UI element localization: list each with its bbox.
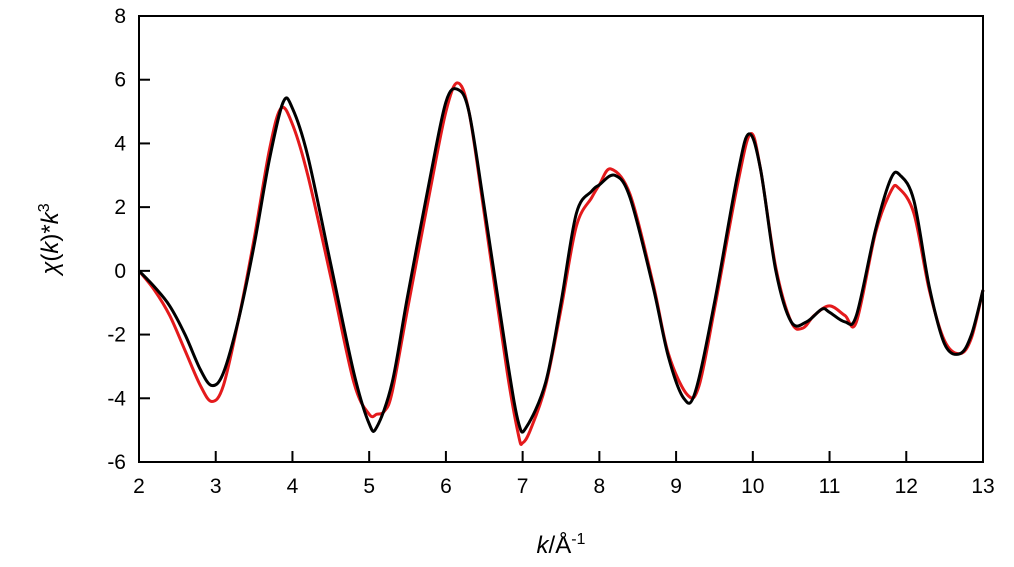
x-tick-label: 11 <box>819 475 841 498</box>
x-tick-label: 2 <box>133 475 145 498</box>
x-tick-label: 8 <box>594 475 606 498</box>
y-tick-label: -4 <box>107 387 126 410</box>
x-tick-label: 12 <box>895 475 918 498</box>
x-tick-label: 5 <box>363 475 375 498</box>
y-tick-label: 8 <box>114 5 126 28</box>
series-line-1 <box>137 81 985 446</box>
x-tick-label: 7 <box>517 475 529 498</box>
y-axis-title: χ(k)*k3 <box>36 203 64 276</box>
series-line-2 <box>137 87 985 434</box>
plot-frame <box>138 15 984 463</box>
y-tick-label: -6 <box>107 451 126 474</box>
y-tick-label: 2 <box>114 196 126 219</box>
y-tick-label: 4 <box>114 132 126 155</box>
series-layer <box>137 81 985 446</box>
x-tick-label: 4 <box>287 475 299 498</box>
y-tick-label: 6 <box>114 69 126 92</box>
x-tick-label: 9 <box>670 475 682 498</box>
x-tick-label: 6 <box>440 475 452 498</box>
y-tick-label: -2 <box>107 324 126 347</box>
x-tick-label: 13 <box>971 475 994 498</box>
x-tick-label: 3 <box>210 475 222 498</box>
ticks-layer: 2 3 4 5 6 7 8 9 10 11 12 13 -6 -4 -2 0 2 4 6 8 <box>107 5 994 498</box>
x-tick-label: 10 <box>741 475 764 498</box>
x-axis-title: k/Å-1 <box>537 531 586 559</box>
y-tick-label: 0 <box>114 260 126 283</box>
